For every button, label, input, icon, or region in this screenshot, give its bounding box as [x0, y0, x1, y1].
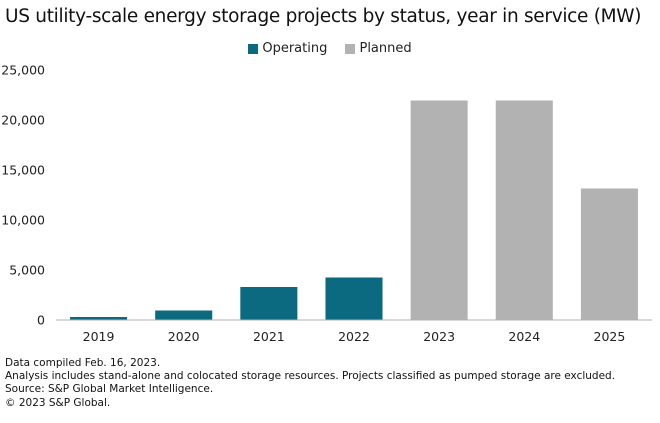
bar-operating-2019	[70, 317, 128, 320]
bar-planned-2024	[495, 100, 553, 320]
x-tick-label: 2025	[594, 329, 626, 344]
y-axis: 0 5,000 10,000 15,000 20,000 25,000	[1, 63, 45, 328]
legend-swatch-operating	[248, 43, 259, 54]
legend-swatch-planned	[345, 43, 356, 54]
x-tick-label: 2019	[83, 329, 115, 344]
chart-legend: Operating Planned	[0, 41, 660, 58]
legend-label-planned: Planned	[359, 41, 412, 56]
footnote-analysis: Analysis includes stand-alone and coloca…	[5, 370, 616, 383]
x-tick-label: 2022	[338, 329, 370, 344]
x-tick-label: 2020	[168, 329, 200, 344]
y-tick-label: 0	[37, 313, 45, 328]
footnote-copyright: © 2023 S&P Global.	[5, 396, 111, 409]
bar-group	[70, 100, 638, 320]
bar-operating-2022	[325, 277, 383, 320]
bar-planned-2023	[410, 100, 468, 320]
bar-operating-2020	[155, 310, 213, 320]
x-axis: 2019 2020 2021 2022 2023 2024 2025	[83, 329, 626, 344]
y-tick-label: 5,000	[9, 263, 45, 278]
footnote-date: Data compiled Feb. 16, 2023.	[5, 357, 161, 369]
x-tick-label: 2024	[508, 329, 540, 344]
x-tick-label: 2023	[423, 329, 455, 344]
legend-item-planned: Planned	[345, 41, 412, 56]
x-tick-label: 2021	[253, 329, 285, 344]
y-tick-label: 10,000	[1, 213, 45, 228]
bar-operating-2021	[240, 287, 298, 320]
legend-item-operating: Operating	[248, 41, 327, 56]
y-tick-label: 25,000	[1, 63, 45, 78]
footnote-source: Source: S&P Global Market Intelligence.	[5, 383, 214, 396]
chart-footnotes: Data compiled Feb. 16, 2023. Analysis in…	[5, 357, 615, 410]
y-tick-label: 15,000	[1, 163, 45, 178]
bar-planned-2025	[580, 188, 638, 320]
legend-label-operating: Operating	[262, 41, 328, 56]
chart-title: US utility-scale energy storage projects…	[5, 6, 642, 27]
y-tick-label: 20,000	[1, 113, 45, 128]
